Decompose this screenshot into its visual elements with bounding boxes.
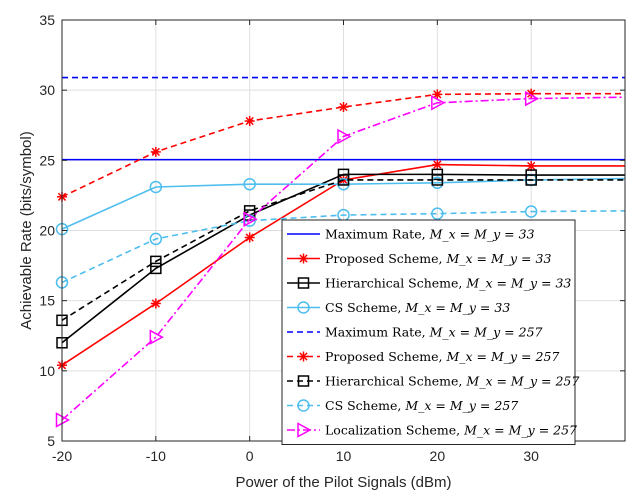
data-point — [149, 180, 163, 194]
legend-marker — [298, 351, 309, 362]
legend-label: Localization Scheme, M_x = M_y = 257 — [325, 423, 577, 438]
legend: Maximum Rate, M_x = M_y = 33 Proposed Sch… — [281, 219, 579, 445]
x-axis-title: Power of the Pilot Signals (dBm) — [236, 474, 452, 491]
data-point — [337, 128, 352, 145]
data-point — [524, 205, 538, 218]
legend-marker — [298, 253, 309, 264]
legend-marker — [297, 277, 310, 289]
data-point — [149, 329, 164, 345]
data-point — [150, 262, 162, 275]
legend-label: Proposed Scheme, M_x = M_y = 257 — [325, 349, 559, 364]
data-point — [431, 95, 446, 111]
series-layer — [55, 76, 626, 428]
legend-entry: CS Scheme, M_x = M_y = 257 — [287, 398, 518, 413]
data-point — [431, 174, 444, 186]
data-point — [524, 90, 540, 107]
x-tick-label: -20 — [52, 448, 72, 464]
legend-label: CS Scheme, M_x = M_y = 33 — [325, 300, 510, 315]
data-point — [243, 211, 258, 228]
legend-entry: Hierarchical Scheme, M_x = M_y = 257 — [287, 374, 579, 389]
legend-entry: Hierarchical Scheme, M_x = M_y = 33 — [287, 276, 571, 291]
data-point — [244, 116, 255, 127]
x-tick-label: 0 — [246, 448, 254, 464]
legend-entry: Maximum Rate, M_x = M_y = 33 — [287, 227, 535, 242]
data-point — [149, 232, 163, 246]
x-tick-label: 20 — [430, 448, 446, 464]
data-point — [150, 255, 162, 268]
y-tick-label: 5 — [47, 433, 55, 449]
x-tick-label: 30 — [523, 448, 539, 464]
data-point — [150, 298, 161, 309]
data-point — [432, 89, 443, 100]
legend-marker — [297, 422, 312, 438]
series-line — [61, 179, 625, 321]
series-line — [61, 96, 626, 421]
y-tick-label: 20 — [39, 223, 55, 239]
y-axis-title: Achievable Rate (bits/symbol) — [18, 131, 35, 329]
series-6 — [57, 88, 625, 202]
data-point — [338, 102, 349, 113]
x-tick-label: -10 — [146, 448, 166, 464]
data-point — [431, 207, 444, 220]
legend-entry: Maximum Rate, M_x = M_y = 257 — [287, 325, 543, 340]
y-tick-label: 10 — [39, 363, 55, 379]
data-point — [526, 160, 537, 171]
y-tick-label: 25 — [39, 152, 55, 168]
legend-entry: Localization Scheme, M_x = M_y = 257 — [287, 422, 577, 438]
axis-ticks: -20 -10 0 10 20 30 5 10 15 20 25 30 35 — [39, 12, 625, 464]
series-7 — [56, 174, 625, 327]
data-point — [243, 177, 256, 191]
legend-label: Maximum Rate, M_x = M_y = 33 — [325, 227, 535, 242]
legend-label: Proposed Scheme, M_x = M_y = 33 — [325, 251, 551, 266]
legend-entry: Proposed Scheme, M_x = M_y = 33 — [287, 251, 551, 266]
y-tick-label: 15 — [39, 293, 55, 309]
legend-entry: Proposed Scheme, M_x = M_y = 257 — [287, 349, 559, 364]
y-tick-label: 30 — [39, 82, 55, 98]
x-tick-label: 10 — [336, 448, 352, 464]
y-tick-label: 35 — [39, 12, 55, 28]
series-line — [61, 210, 626, 284]
legend-label: CS Scheme, M_x = M_y = 257 — [325, 398, 518, 413]
legend-label: Hierarchical Scheme, M_x = M_y = 257 — [325, 374, 579, 389]
data-point — [337, 174, 350, 186]
legend-label: Hierarchical Scheme, M_x = M_y = 33 — [325, 276, 571, 291]
legend-marker — [297, 301, 310, 314]
legend-label: Maximum Rate, M_x = M_y = 257 — [325, 325, 543, 340]
legend-marker — [297, 399, 310, 412]
data-point — [432, 159, 443, 170]
legend-marker — [297, 375, 310, 387]
legend-box — [281, 219, 576, 445]
data-point — [244, 232, 255, 243]
legend-entry: CS Scheme, M_x = M_y = 33 — [287, 300, 510, 315]
data-point — [525, 174, 537, 186]
data-point — [150, 146, 161, 157]
